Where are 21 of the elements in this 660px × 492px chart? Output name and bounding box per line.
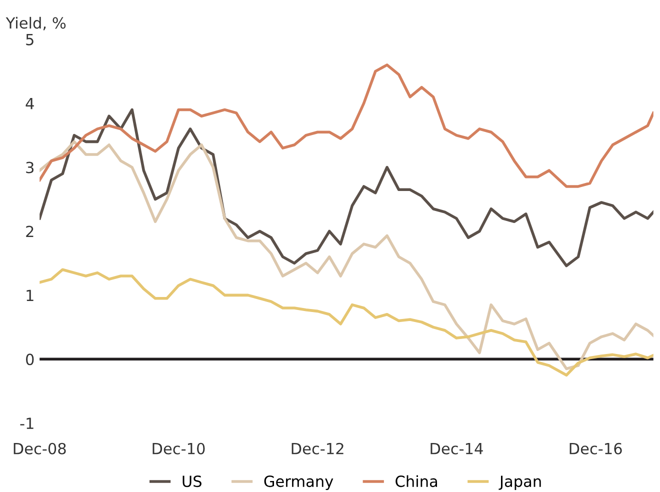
y-tick-label: 5 bbox=[26, 34, 34, 46]
y-tick-label: 3 bbox=[26, 162, 34, 174]
legend-label: China bbox=[396, 475, 438, 488]
line-series bbox=[40, 64, 654, 188]
legend-label: Japan bbox=[498, 476, 541, 490]
line-series bbox=[40, 140, 654, 370]
legend-label: Germany bbox=[264, 476, 334, 490]
x-tick-label: Dec-08 bbox=[14, 442, 66, 454]
legend-label: US bbox=[182, 476, 202, 488]
x-tick-label: Dec-12 bbox=[292, 442, 344, 454]
x-tick-label: Dec-10 bbox=[152, 442, 205, 454]
x-tick-label: Dec-16 bbox=[570, 442, 622, 454]
y-tick-label: 1 bbox=[26, 290, 34, 302]
line-series bbox=[40, 108, 654, 268]
y-tick-label: 2 bbox=[26, 226, 34, 238]
line-series bbox=[40, 268, 654, 377]
y-tick-label: 4 bbox=[26, 98, 34, 110]
x-tick-label: Dec-14 bbox=[430, 443, 483, 454]
y-axis-title: Yield, % bbox=[6, 16, 66, 30]
y-tick-label: -1 bbox=[20, 418, 34, 429]
y-tick-label: 0 bbox=[26, 354, 34, 366]
